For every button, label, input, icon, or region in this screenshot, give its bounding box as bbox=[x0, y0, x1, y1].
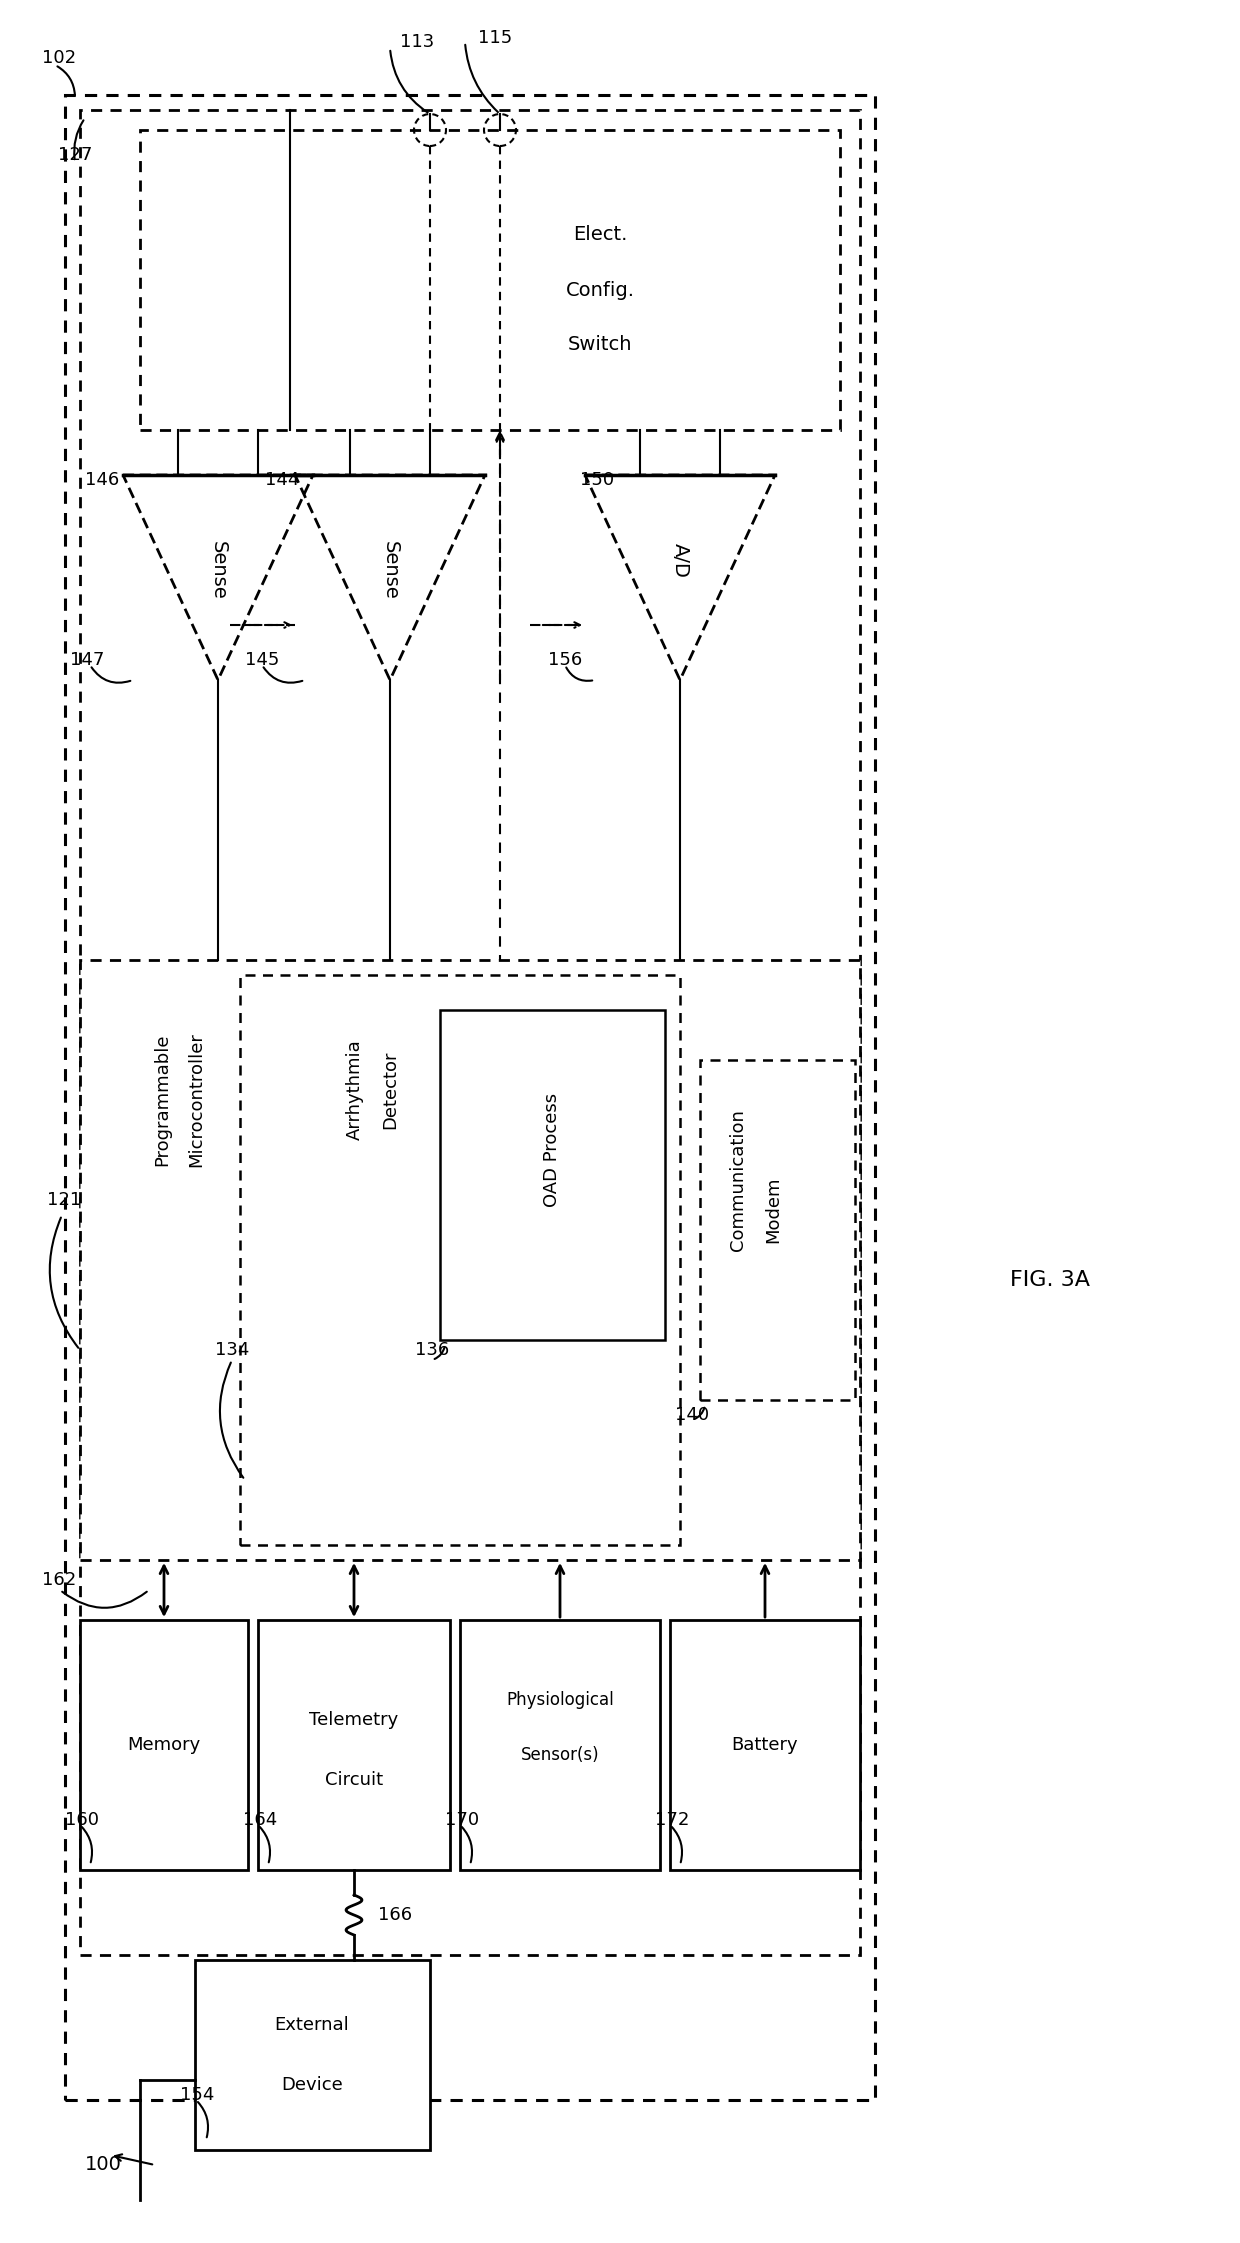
Text: 144: 144 bbox=[265, 471, 299, 489]
Text: Arrhythmia: Arrhythmia bbox=[346, 1039, 365, 1139]
Text: 115: 115 bbox=[477, 29, 512, 47]
Text: OAD Process: OAD Process bbox=[543, 1092, 560, 1207]
Text: Communication: Communication bbox=[729, 1108, 746, 1252]
Text: Telemetry: Telemetry bbox=[309, 1711, 398, 1729]
Text: 100: 100 bbox=[86, 2156, 122, 2173]
Text: Modem: Modem bbox=[764, 1178, 782, 1243]
Text: Microcontroller: Microcontroller bbox=[187, 1032, 205, 1166]
Bar bbox=[64, 94, 875, 2099]
Text: 102: 102 bbox=[42, 49, 76, 67]
Text: Sense: Sense bbox=[381, 541, 399, 599]
Bar bbox=[195, 1960, 430, 2151]
Text: 170: 170 bbox=[445, 1810, 479, 1828]
Text: Device: Device bbox=[281, 2077, 343, 2095]
Text: 113: 113 bbox=[401, 34, 434, 52]
Bar bbox=[258, 1619, 450, 1871]
Text: Elect.: Elect. bbox=[573, 227, 627, 244]
Text: 127: 127 bbox=[58, 146, 92, 164]
Text: External: External bbox=[274, 2016, 350, 2034]
Text: FIG. 3A: FIG. 3A bbox=[1011, 1270, 1090, 1290]
Text: A/D: A/D bbox=[671, 543, 689, 576]
Text: Detector: Detector bbox=[381, 1050, 399, 1128]
Bar bbox=[81, 1619, 248, 1871]
Text: Circuit: Circuit bbox=[325, 1772, 383, 1790]
Text: 140: 140 bbox=[675, 1406, 709, 1424]
Bar bbox=[440, 1009, 665, 1339]
Bar bbox=[460, 1619, 660, 1871]
Text: 154: 154 bbox=[180, 2086, 215, 2104]
Text: Battery: Battery bbox=[732, 1736, 799, 1754]
Bar bbox=[81, 960, 861, 1559]
Bar bbox=[701, 1061, 856, 1400]
Text: Physiological: Physiological bbox=[506, 1691, 614, 1709]
Text: 166: 166 bbox=[378, 1907, 412, 1924]
Text: 147: 147 bbox=[69, 650, 104, 668]
Bar bbox=[241, 976, 680, 1545]
Text: Switch: Switch bbox=[568, 336, 632, 354]
Text: 134: 134 bbox=[215, 1341, 249, 1359]
Text: Sensor(s): Sensor(s) bbox=[521, 1745, 599, 1763]
Text: Config.: Config. bbox=[565, 280, 635, 301]
Text: 146: 146 bbox=[86, 471, 119, 489]
Bar bbox=[670, 1619, 861, 1871]
Text: 121: 121 bbox=[47, 1191, 82, 1209]
Text: 172: 172 bbox=[655, 1810, 689, 1828]
Text: 136: 136 bbox=[415, 1341, 449, 1359]
Bar bbox=[140, 130, 839, 431]
Bar bbox=[81, 110, 861, 1956]
Text: 156: 156 bbox=[548, 650, 583, 668]
Text: 162: 162 bbox=[42, 1570, 76, 1588]
Text: 150: 150 bbox=[580, 471, 614, 489]
Text: Memory: Memory bbox=[128, 1736, 201, 1754]
Text: Programmable: Programmable bbox=[153, 1034, 171, 1166]
Text: 164: 164 bbox=[243, 1810, 278, 1828]
Text: 145: 145 bbox=[246, 650, 279, 668]
Text: 160: 160 bbox=[64, 1810, 99, 1828]
Text: Sense: Sense bbox=[208, 541, 227, 599]
